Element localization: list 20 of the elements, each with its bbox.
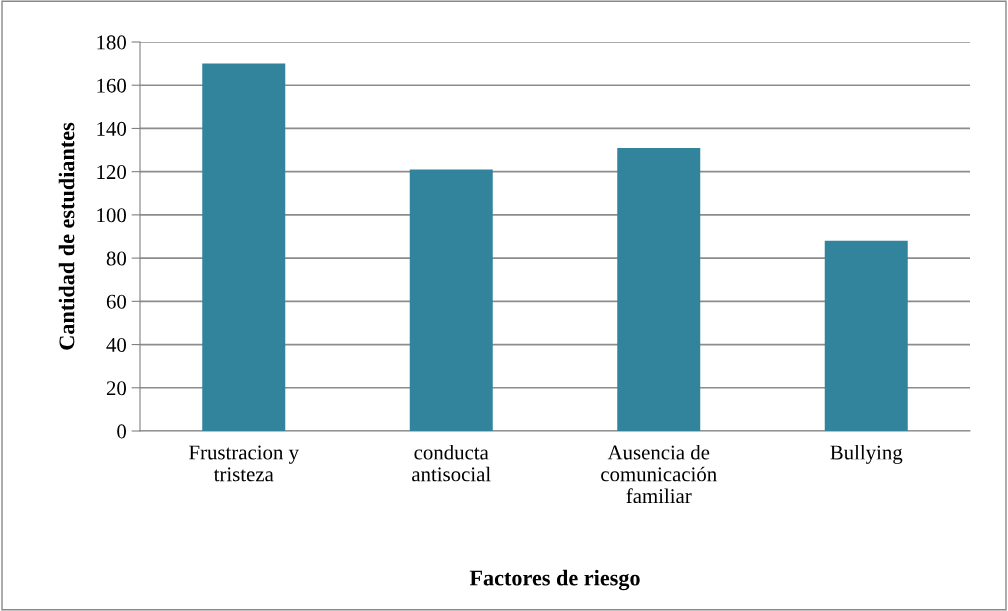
y-tick-label: 100 bbox=[97, 208, 127, 223]
y-tick-label: 140 bbox=[97, 121, 127, 136]
x-tick-label: Ausencia de comunicación familiar bbox=[601, 444, 717, 504]
x-axis-title: Factores de riesgo bbox=[469, 569, 640, 591]
x-tick-label: conducta antisocial bbox=[412, 444, 491, 482]
y-tick-label: 160 bbox=[97, 78, 127, 93]
y-tick-label: 40 bbox=[106, 337, 127, 352]
y-tick-label: 60 bbox=[106, 294, 127, 309]
bar bbox=[824, 240, 908, 431]
y-tick-label: 20 bbox=[106, 381, 127, 396]
x-tick-label: Bullying bbox=[830, 444, 903, 464]
bar bbox=[409, 169, 493, 431]
y-tick-label: 0 bbox=[117, 424, 127, 439]
y-tick-label: 120 bbox=[97, 165, 127, 180]
bar bbox=[617, 147, 701, 431]
y-axis-title: Cantidad de estudiantes bbox=[58, 122, 75, 350]
x-tick-label: Frustracion y tristeza bbox=[189, 445, 299, 482]
y-tick-label: 80 bbox=[106, 251, 127, 266]
y-tick-label: 180 bbox=[97, 35, 127, 50]
bar bbox=[202, 63, 286, 431]
